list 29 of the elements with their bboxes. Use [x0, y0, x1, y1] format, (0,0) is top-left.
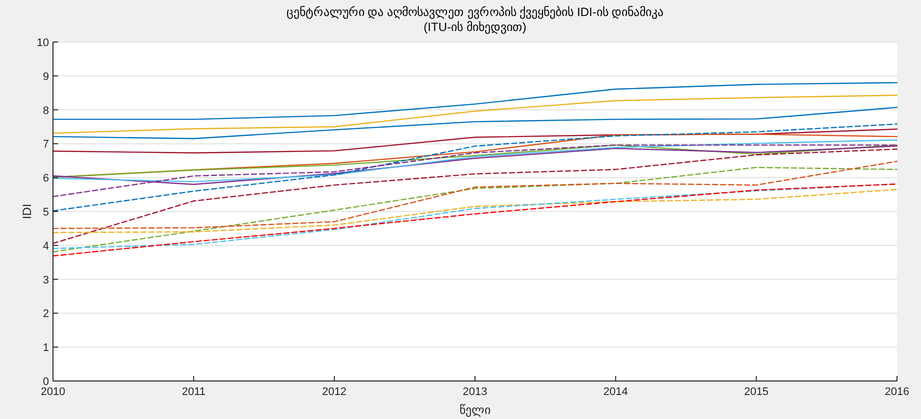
x-axis-title: წელი	[460, 403, 490, 417]
x-tick-label: 2015	[744, 386, 769, 398]
line-series	[52, 94, 898, 134]
y-tick-label: 10	[36, 37, 49, 49]
y-tick-label: 1	[42, 342, 49, 354]
line-series	[52, 82, 898, 120]
y-tick-label: 2	[42, 308, 49, 320]
y-tick-label: 9	[42, 70, 49, 83]
chart-title: ცენტრალური და აღმოსავლეთ ევროპის ქვეყნების IDI-ის დინამიკა (ITU-ის მიხედვით)	[286, 5, 664, 34]
y-axis-title: IDI	[20, 204, 34, 220]
x-tick-label: 2016	[884, 386, 910, 398]
x-tick-label: 2014	[603, 386, 628, 398]
y-tick-label: 5	[42, 206, 49, 218]
y-tick-label: 4	[42, 240, 49, 252]
y-tick-label: 7	[42, 138, 49, 151]
x-tick-label: 2013	[462, 386, 488, 398]
line-series	[52, 160, 898, 230]
line-series	[52, 188, 898, 234]
y-tick-label: 6	[42, 172, 49, 185]
y-tick-label: 0	[42, 376, 49, 388]
y-tick-label: 3	[42, 274, 49, 286]
line-series	[52, 106, 898, 140]
line-series	[52, 148, 898, 244]
x-tick-label: 2011	[182, 386, 206, 398]
x-tick-label: 2010	[40, 386, 66, 398]
line-series	[52, 166, 898, 252]
y-tick-label: 8	[42, 104, 49, 117]
line-series	[52, 123, 898, 212]
x-tick-label: 2012	[322, 386, 347, 398]
